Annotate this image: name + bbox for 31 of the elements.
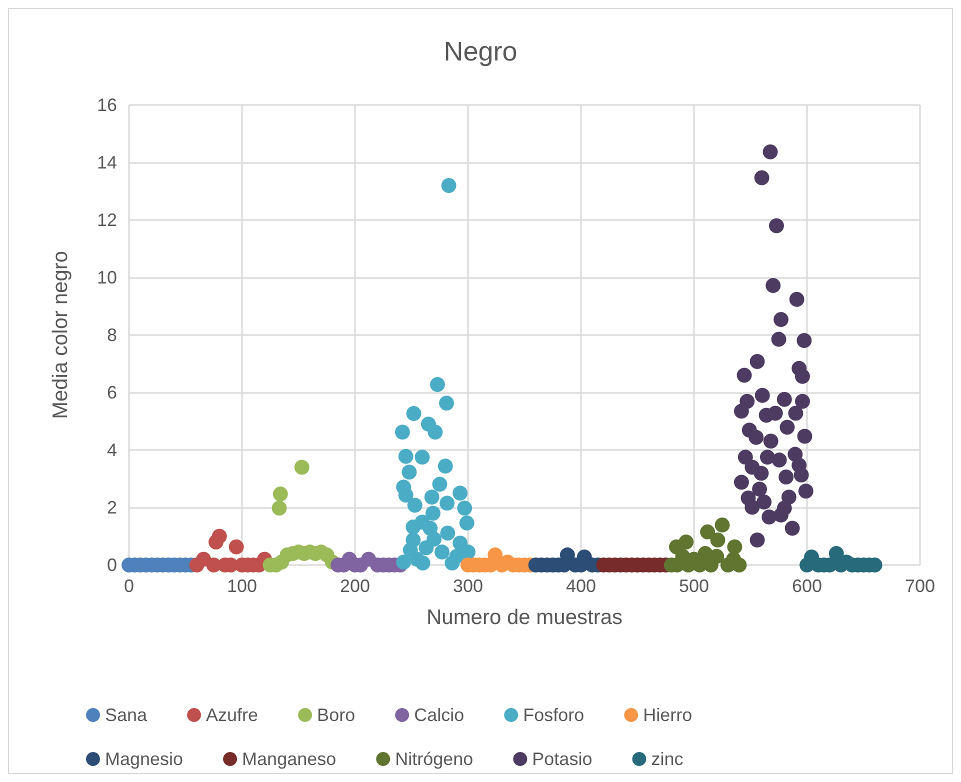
legend-label: Calcio (414, 705, 464, 725)
y-tick-label: 8 (106, 325, 117, 345)
y-tick-label: 4 (106, 440, 117, 460)
legend-label: Azufre (206, 705, 258, 725)
x-tick-label: 600 (792, 576, 822, 596)
x-tick-label: 400 (566, 576, 596, 596)
x-tick-label: 300 (452, 576, 484, 596)
x-tick-label: 200 (340, 576, 370, 596)
y-tick-label: 0 (106, 555, 117, 575)
y-tick-label: 12 (96, 210, 117, 230)
y-tick-label: 10 (96, 268, 117, 288)
y-tick-label: 6 (106, 382, 117, 402)
legend-label: Boro (317, 705, 356, 725)
legend-label: Sana (105, 705, 148, 725)
y-axis-title: Media color negro (49, 250, 72, 420)
y-tick-label: 2 (106, 498, 117, 518)
x-axis-title: Numero de muestras (426, 606, 623, 629)
legend-label: Fosforo (523, 705, 584, 725)
legend-label: Hierro (643, 705, 692, 725)
legend-label: Magnesio (105, 749, 184, 769)
x-tick-label: 500 (678, 576, 710, 596)
y-tick-label: 16 (96, 95, 117, 115)
chart-title: Negro (444, 36, 518, 66)
legend-label: zinc (651, 749, 684, 769)
legend-label: Nitrógeno (395, 749, 474, 769)
x-tick-label: 100 (226, 576, 258, 596)
legend-label: Potasio (532, 749, 592, 769)
x-tick-label: 700 (904, 576, 936, 596)
x-tick-label: 0 (124, 576, 134, 596)
legend-label: Manganeso (242, 749, 336, 769)
y-tick-label: 14 (96, 152, 117, 172)
